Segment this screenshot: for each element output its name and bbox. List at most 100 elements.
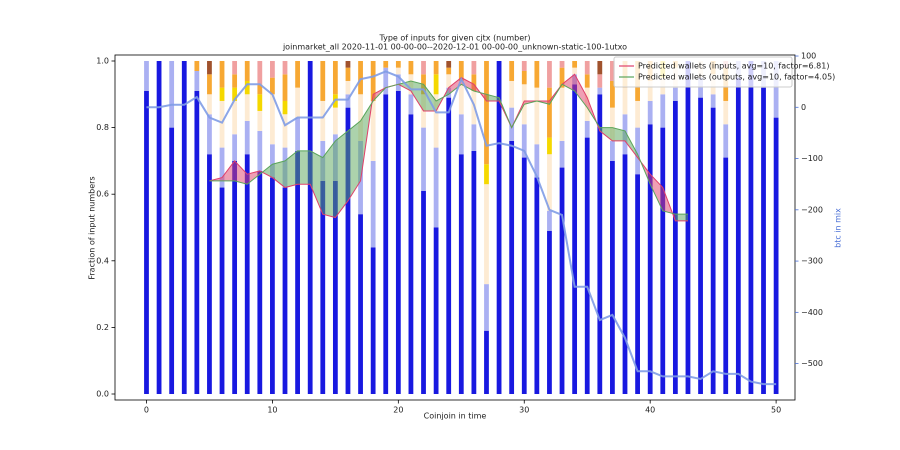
bar-segment [282, 74, 288, 101]
bar-segment [433, 74, 439, 95]
bar-segment [509, 60, 515, 81]
between-fill [259, 164, 273, 178]
bar-segment [622, 87, 628, 115]
bar-segment [433, 60, 439, 75]
bar-segment [584, 60, 590, 75]
bar-segment [257, 170, 263, 395]
bar-segment [169, 60, 175, 128]
bar-segment [370, 160, 376, 248]
bar-segment [270, 94, 275, 145]
bar-segment [257, 110, 263, 131]
between-fill [675, 214, 688, 221]
between-fill [612, 127, 625, 141]
bar-segment [610, 60, 615, 81]
bar-segment [597, 87, 603, 95]
bar-segment [144, 60, 149, 91]
y2-axis-label: btc in mix [834, 208, 843, 248]
bar-segment [257, 60, 263, 85]
bar-segment [270, 60, 275, 78]
bar-segment [408, 94, 414, 115]
bar-segment [370, 100, 376, 161]
bar-segment [584, 120, 590, 138]
y-tick-label: 0.2 [96, 323, 109, 332]
between-fill [272, 160, 285, 188]
bar-segment [370, 247, 376, 395]
bar-segment [559, 87, 565, 141]
bar-segment [244, 80, 250, 95]
plot [144, 60, 779, 395]
bar-segment [748, 60, 754, 395]
bar-segment [282, 100, 288, 115]
bar-segment [446, 67, 452, 75]
bar-segment [219, 60, 225, 88]
bar-segment [270, 144, 275, 178]
x-tick-label: 20 [393, 406, 403, 415]
bar-segment [395, 60, 401, 68]
bar-segment [597, 60, 603, 75]
bar-segment [421, 60, 426, 75]
bar-segment [257, 130, 263, 171]
bar-segment [219, 147, 225, 188]
between-fill [347, 120, 361, 201]
between-fill [310, 150, 323, 215]
bar-segment [383, 60, 389, 68]
y2-tick-label: −500 [801, 359, 823, 368]
bar-segment [421, 190, 426, 395]
bar-segment [547, 87, 552, 138]
bar-segment [471, 150, 477, 395]
between-fill [297, 150, 311, 185]
bar-segment [572, 67, 578, 75]
bar-segment [647, 80, 653, 101]
bar-segment [484, 330, 489, 395]
bar-segment [207, 114, 212, 155]
line [209, 80, 688, 215]
bar-segment [295, 60, 300, 88]
bar-segment [622, 154, 628, 395]
bar-segment [572, 60, 578, 68]
x-tick-label: 40 [645, 406, 655, 415]
bar-segment [458, 154, 464, 395]
bar-segment [358, 214, 363, 395]
bar-segment [547, 210, 552, 231]
bar-segment [723, 124, 729, 158]
bar-segment [559, 60, 565, 68]
bar-segment [710, 107, 716, 395]
y-tick-label: 0.0 [96, 390, 109, 399]
bar-segment [773, 117, 779, 395]
bar-segment [358, 94, 363, 141]
bar-segment [660, 127, 666, 395]
y-tick-label: 0.6 [96, 190, 109, 199]
legend-label: Predicted wallets (outputs, avg=10, fact… [638, 73, 835, 82]
bar-segment [610, 140, 615, 161]
y2-tick-label: −100 [801, 154, 823, 163]
bar-segment [509, 80, 515, 108]
bar-segment [471, 124, 477, 151]
bar-segment [144, 90, 149, 395]
bar-segment [458, 60, 464, 81]
bar-segment [257, 94, 263, 111]
bar-segment [484, 164, 489, 185]
bar-segment [660, 94, 666, 128]
bar-segment [345, 60, 351, 68]
bar-segment [345, 80, 351, 95]
bar-segment [521, 70, 527, 85]
bar-segment [698, 77, 703, 98]
bar-segment [244, 154, 250, 395]
bar-segment [332, 60, 338, 95]
bar-segment [169, 127, 175, 395]
bar-segment [270, 77, 275, 95]
between-fill [486, 94, 500, 101]
between-fill [335, 130, 348, 218]
bar-segment [723, 100, 729, 125]
bar-segment [232, 100, 238, 135]
bar-segment [433, 147, 439, 228]
bar-segment [446, 74, 452, 88]
bar-segment [446, 97, 452, 395]
y-tick-label: 0.8 [96, 123, 109, 132]
bar-segment [710, 94, 716, 108]
bar-segment [521, 60, 527, 71]
between-fill [574, 74, 588, 108]
y2-tick-label: −400 [801, 308, 823, 317]
bar-segment [358, 60, 363, 95]
bar-segment [232, 87, 238, 101]
